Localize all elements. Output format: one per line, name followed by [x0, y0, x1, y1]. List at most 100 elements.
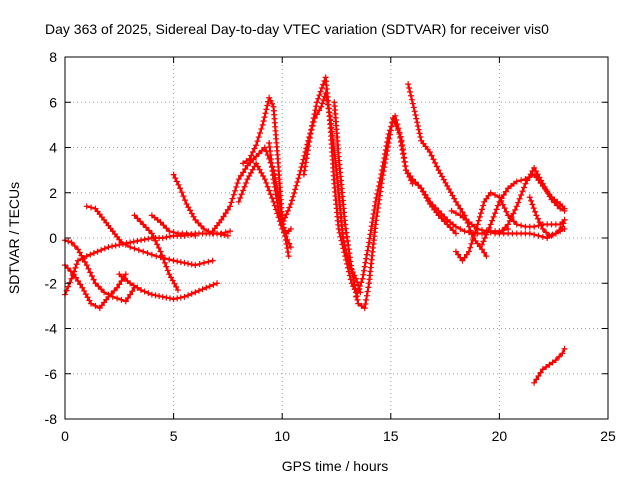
data-point — [280, 224, 287, 231]
data-point — [352, 285, 359, 292]
data-point — [448, 207, 455, 214]
data-point — [411, 108, 418, 115]
data-point — [114, 295, 121, 302]
data-point — [396, 129, 403, 136]
data-point — [274, 203, 281, 210]
data-point — [559, 223, 566, 230]
data-point — [376, 179, 383, 186]
data-point — [290, 193, 297, 200]
data-point — [473, 225, 480, 232]
data-point — [538, 177, 545, 184]
data-point — [530, 205, 537, 212]
data-point — [80, 255, 87, 262]
data-point — [341, 249, 348, 256]
data-point — [251, 145, 258, 152]
data-point — [148, 251, 155, 258]
data-point — [260, 117, 267, 124]
data-point — [361, 267, 368, 274]
data-point — [266, 187, 273, 194]
data-point — [134, 284, 141, 291]
data-point — [271, 180, 278, 187]
data-point — [365, 243, 372, 250]
data-point — [72, 274, 79, 281]
data-point — [78, 252, 85, 259]
data-point — [88, 273, 95, 280]
data-point — [496, 230, 503, 237]
data-point — [506, 217, 513, 224]
data-point — [354, 296, 361, 303]
data-point — [539, 366, 546, 373]
data-point — [174, 295, 181, 302]
data-point — [361, 263, 368, 270]
data-point — [350, 277, 357, 284]
data-point — [65, 283, 72, 290]
data-point — [541, 183, 548, 190]
data-point — [432, 159, 439, 166]
data-point — [337, 233, 344, 240]
data-point — [363, 255, 370, 262]
data-point — [362, 259, 369, 266]
data-point — [203, 284, 210, 291]
series-sat-v — [496, 164, 568, 237]
data-point — [199, 286, 206, 293]
data-point — [152, 292, 159, 299]
data-point — [405, 81, 412, 88]
data-point — [560, 220, 567, 227]
data-point — [195, 287, 202, 294]
data-point — [459, 257, 466, 264]
data-point — [366, 235, 373, 242]
data-point — [499, 227, 506, 234]
data-point — [525, 174, 532, 181]
data-point — [452, 198, 459, 205]
data-point — [510, 210, 517, 217]
data-point — [261, 114, 268, 121]
data-point — [79, 284, 86, 291]
data-point — [467, 244, 474, 251]
data-point — [461, 254, 468, 261]
data-point — [393, 116, 400, 123]
y-tick-label: 4 — [49, 140, 57, 156]
data-point — [409, 100, 416, 107]
data-point — [275, 206, 282, 213]
data-point — [561, 345, 568, 352]
data-point — [344, 264, 351, 271]
data-point — [84, 294, 91, 301]
data-point — [73, 261, 80, 268]
data-point — [137, 218, 144, 225]
data-point — [144, 250, 151, 257]
data-point — [196, 261, 203, 268]
series-sat-x — [531, 345, 568, 386]
data-point — [88, 300, 95, 307]
data-point — [148, 291, 155, 298]
data-point — [284, 207, 291, 214]
data-point — [256, 150, 263, 157]
data-point — [380, 159, 387, 166]
data-point — [405, 170, 412, 177]
y-axis-label: SDTVAR / TECUs — [6, 182, 22, 294]
series-sat-p — [353, 112, 459, 300]
data-point — [461, 228, 468, 235]
data-point — [371, 202, 378, 209]
data-point — [234, 180, 241, 187]
data-point — [430, 156, 437, 163]
data-point — [526, 194, 533, 201]
data-point — [249, 149, 256, 156]
data-point — [490, 213, 497, 220]
data-point — [255, 134, 262, 141]
data-point — [287, 244, 294, 251]
data-point — [227, 203, 234, 210]
data-point — [261, 176, 268, 183]
data-point — [130, 238, 137, 245]
data-point — [496, 198, 503, 205]
data-point — [175, 181, 182, 188]
data-point — [285, 253, 292, 260]
y-tick-label: 6 — [49, 94, 57, 110]
data-point — [483, 195, 490, 202]
data-point — [170, 296, 177, 303]
data-point — [210, 281, 217, 288]
data-point — [206, 283, 213, 290]
data-point — [192, 289, 199, 296]
data-point — [369, 219, 376, 226]
data-point — [280, 218, 287, 225]
